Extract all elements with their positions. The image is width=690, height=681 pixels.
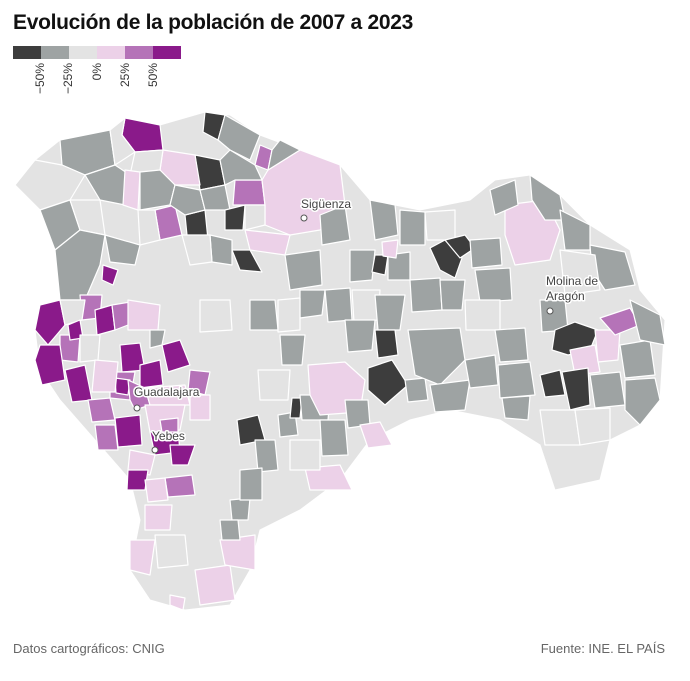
footer-data-source: Fuente: INE. EL PAÍS [540,641,665,656]
legend-swatch-plus50 [125,46,153,59]
page-title: Evolución de la población de 2007 a 2023 [13,11,413,34]
legend-tick: −25% [61,63,75,95]
city-label-guadalajara: Guadalajara [134,385,200,399]
legend-tick: 50% [146,63,160,88]
province-map: Sigüenza Molina de Aragón Guadalajara Ye… [14,111,666,611]
legend-swatch-zero [69,46,97,59]
legend-tick: −50% [33,63,47,95]
legend-tick: 25% [118,63,132,88]
city-label-yebes: Yebes [152,429,185,443]
city-label-molina-2: Aragón [546,289,585,303]
legend-swatch-minus50 [13,46,41,59]
city-labels: Sigüenza Molina de Aragón Guadalajara Ye… [133,196,600,445]
legend-swatches [13,46,181,59]
city-marker-yebes [151,446,159,454]
city-marker-siguenza [300,214,308,222]
legend-swatch-plus75 [153,46,181,59]
city-label-siguenza: Sigüenza [301,197,351,211]
legend-swatch-minus25 [41,46,69,59]
legend-tick: 0% [90,63,104,81]
city-label-molina-1: Molina de [546,274,598,288]
municipalities [14,111,666,611]
color-legend: −50% −25% 0% 25% 50% [13,46,181,99]
city-marker-molina [546,307,554,315]
city-marker-guadalajara [133,404,141,412]
city-markers [133,214,554,454]
footer-cartography-source: Datos cartográficos: CNIG [13,641,165,656]
legend-swatch-plus25 [97,46,125,59]
